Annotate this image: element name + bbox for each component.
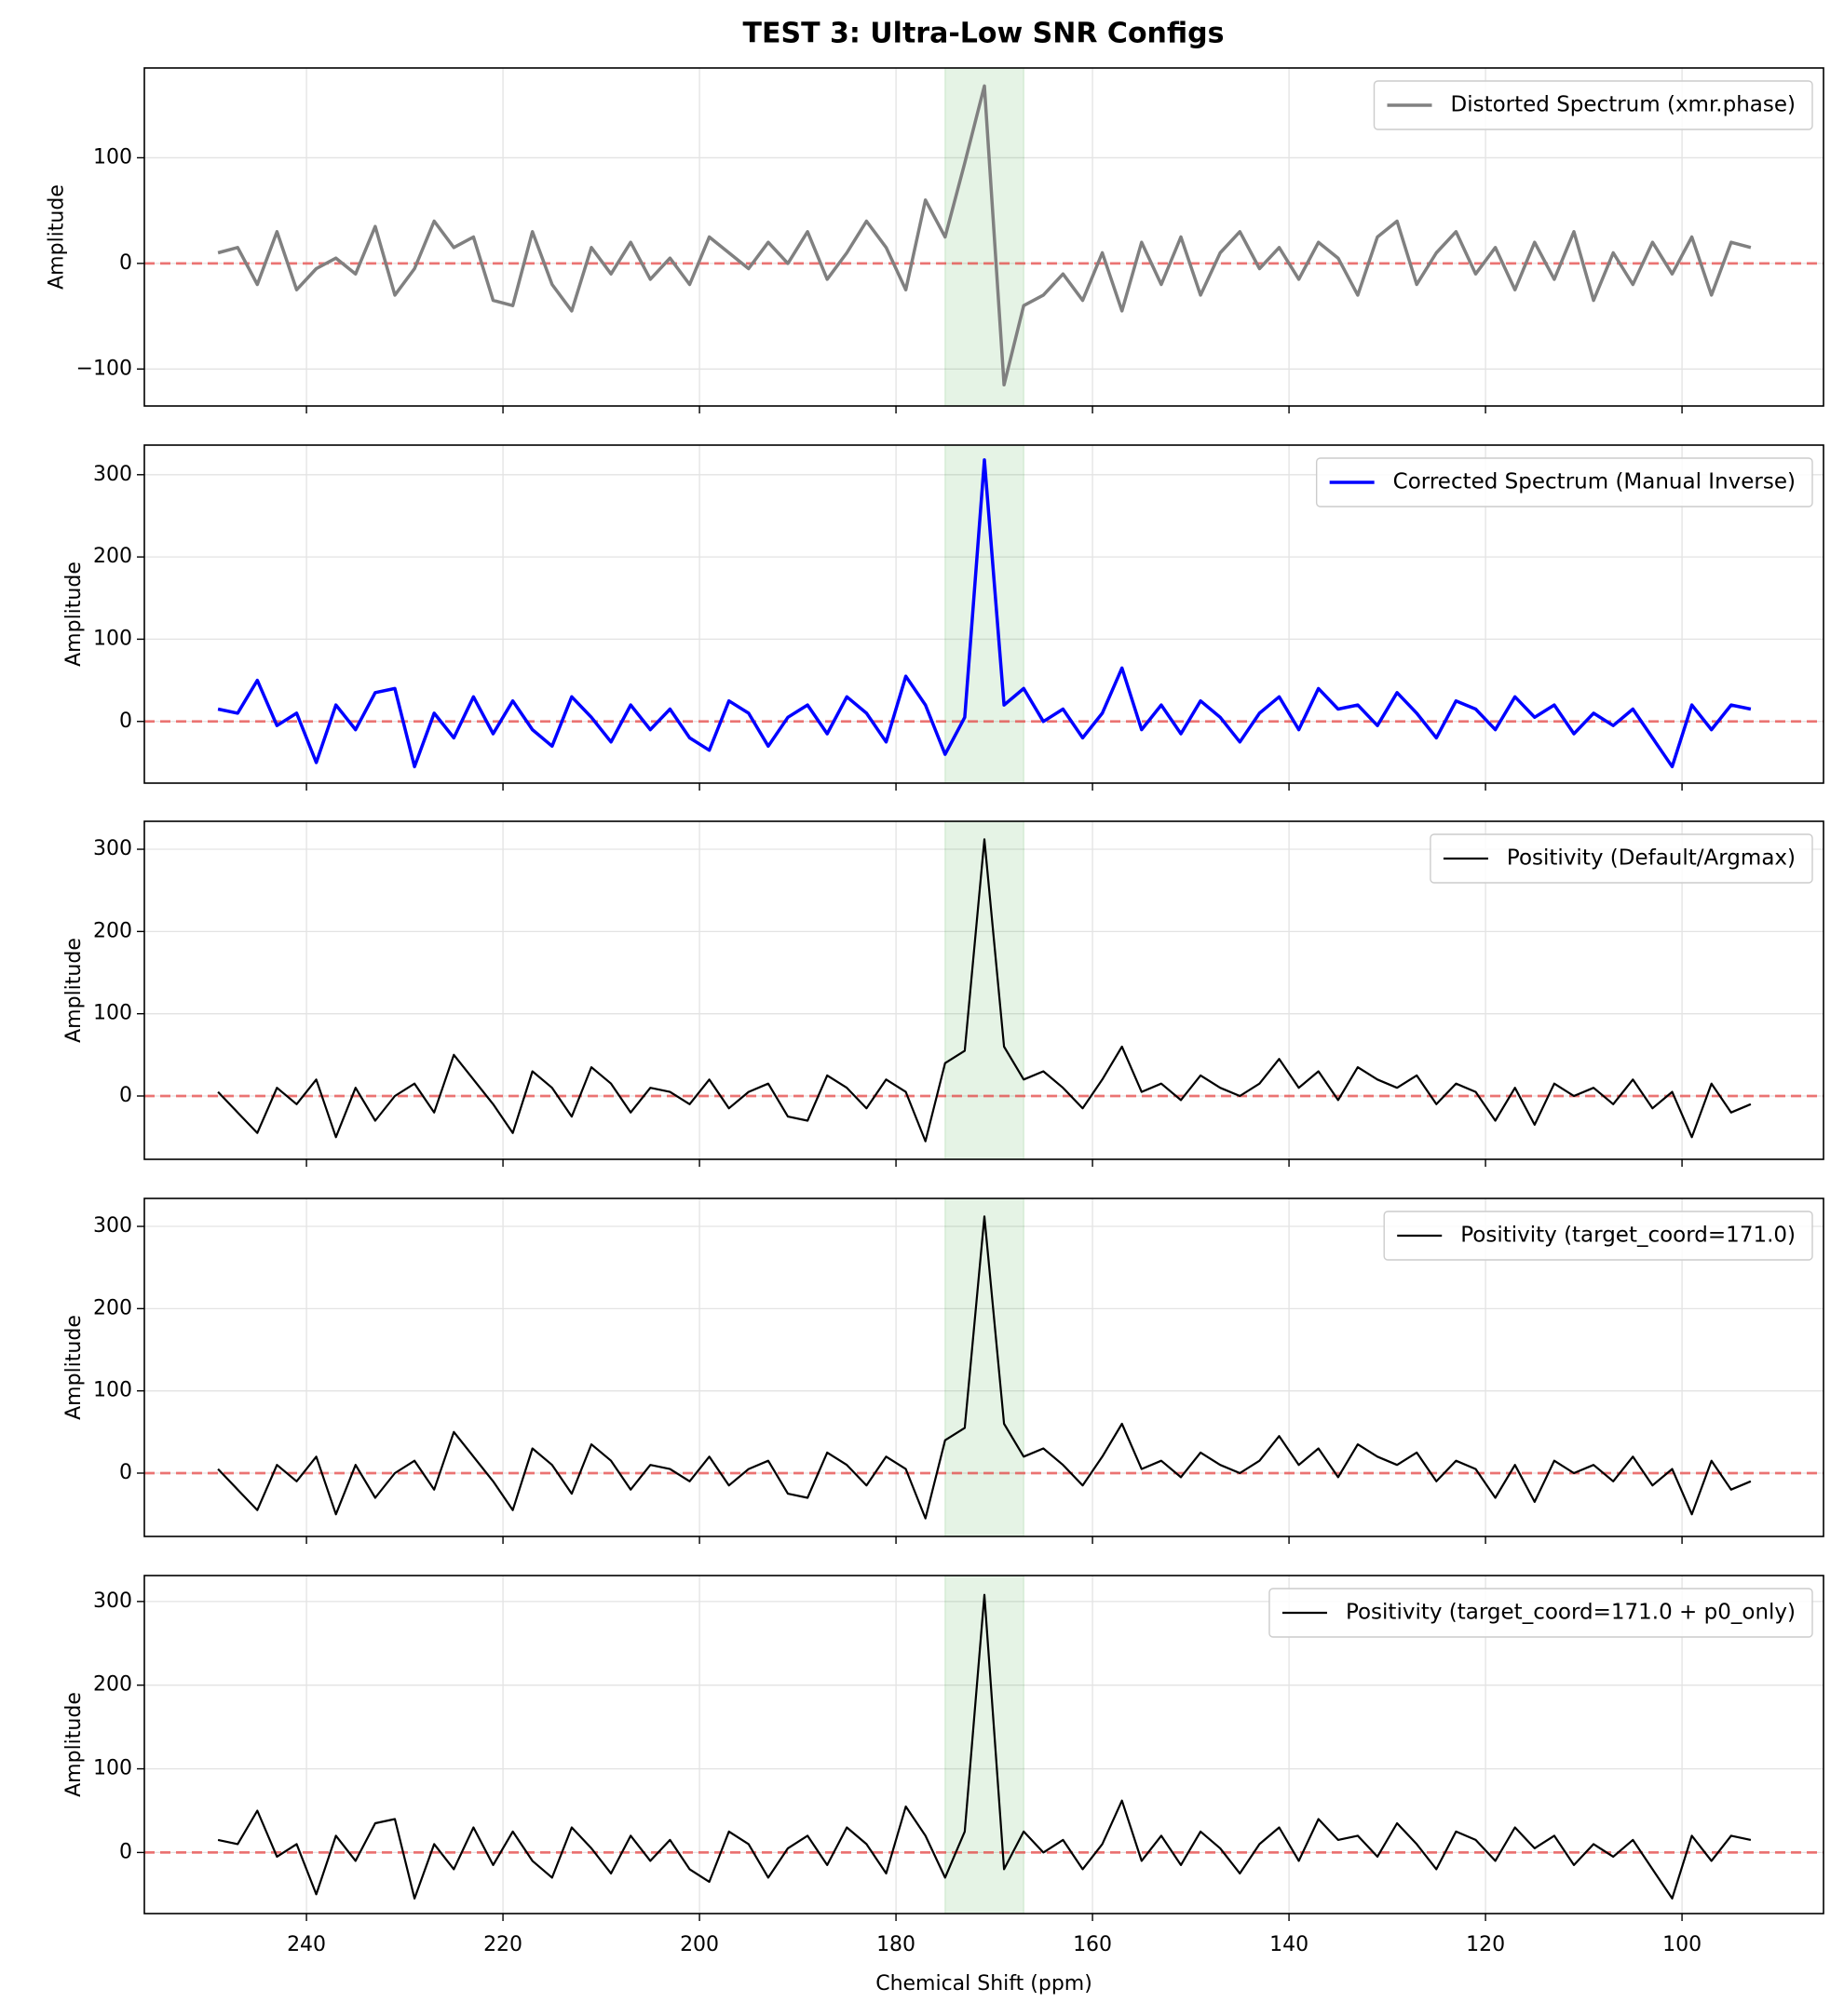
x-tick-label: 100 <box>1662 1933 1702 1956</box>
y-tick-label: 0 <box>119 1461 132 1484</box>
x-tick-label: 160 <box>1073 1933 1112 1956</box>
legend-box <box>1383 1211 1813 1261</box>
legend-box <box>1373 80 1813 130</box>
y-tick-label: 300 <box>93 1590 132 1613</box>
x-axis-label: Chemical Shift (ppm) <box>875 1972 1092 1996</box>
legend-label: Positivity (target_coord=171.0) <box>1460 1224 1796 1248</box>
y-tick-label: 0 <box>119 1840 132 1863</box>
spectrum-line <box>217 1593 1752 1900</box>
y-tick-label: 200 <box>93 1296 132 1319</box>
y-tick-label: 100 <box>93 627 132 650</box>
y-axis-label: Amplitude <box>62 938 86 1043</box>
y-tick-label: 300 <box>93 463 132 486</box>
y-tick-label: 100 <box>93 1379 132 1402</box>
legend: Positivity (target_coord=171.0) <box>1383 1211 1813 1261</box>
y-axis-label: Amplitude <box>62 1315 86 1420</box>
y-tick-label: 0 <box>119 251 132 275</box>
y-tick-label: 100 <box>93 1002 132 1025</box>
legend-box <box>1315 457 1813 507</box>
y-tick-label: 200 <box>93 545 132 568</box>
figure-title: TEST 3: Ultra-Low SNR Configs <box>743 18 1225 50</box>
axes-frame <box>143 444 1824 784</box>
x-tick-label: 200 <box>680 1933 719 1956</box>
legend-label: Distorted Spectrum (xmr.phase) <box>1451 93 1797 117</box>
legend: Positivity (target_coord=171.0 + p0_only… <box>1268 1588 1813 1638</box>
y-axis-label: Amplitude <box>62 1692 86 1797</box>
y-axis-label: Amplitude <box>62 562 86 667</box>
highlight-span <box>944 67 1024 407</box>
legend-box <box>1430 833 1813 884</box>
spectrum-line <box>217 458 1752 769</box>
legend-label: Positivity (target_coord=171.0 + p0_only… <box>1346 1601 1796 1625</box>
highlight-span <box>944 1197 1024 1537</box>
legend: Corrected Spectrum (Manual Inverse) <box>1315 457 1813 507</box>
y-tick-label: 300 <box>93 1214 132 1238</box>
spectrum-line <box>217 84 1752 387</box>
legend-label: Corrected Spectrum (Manual Inverse) <box>1393 470 1796 494</box>
legend: Distorted Spectrum (xmr.phase) <box>1373 80 1813 130</box>
spectrum-line <box>217 1215 1752 1520</box>
axes-frame <box>143 820 1824 1160</box>
highlight-span <box>944 820 1024 1160</box>
y-tick-label: 200 <box>93 1673 132 1697</box>
y-tick-label: −100 <box>76 357 132 380</box>
y-tick-label: 200 <box>93 919 132 942</box>
y-tick-label: 0 <box>119 1084 132 1107</box>
legend: Positivity (Default/Argmax) <box>1430 833 1813 884</box>
highlight-span <box>944 1575 1024 1915</box>
axes-frame <box>143 1197 1824 1537</box>
x-tick-label: 240 <box>287 1933 326 1956</box>
legend-box <box>1268 1588 1813 1638</box>
y-tick-label: 300 <box>93 837 132 860</box>
x-tick-label: 120 <box>1466 1933 1505 1956</box>
y-axis-label: Amplitude <box>46 184 69 290</box>
y-tick-label: 100 <box>93 1757 132 1780</box>
legend-label: Positivity (Default/Argmax) <box>1507 846 1796 871</box>
x-tick-label: 180 <box>876 1933 915 1956</box>
axes-frame <box>143 1575 1824 1915</box>
axes-frame <box>143 67 1824 407</box>
y-tick-label: 100 <box>93 145 132 169</box>
x-tick-label: 140 <box>1269 1933 1308 1956</box>
x-tick-label: 220 <box>483 1933 522 1956</box>
spectrum-line <box>217 838 1752 1143</box>
y-tick-label: 0 <box>119 710 132 733</box>
